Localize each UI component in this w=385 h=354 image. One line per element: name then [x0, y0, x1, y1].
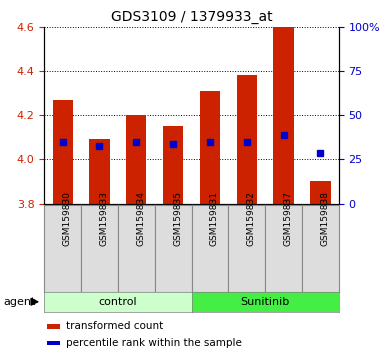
- Text: percentile rank within the sample: percentile rank within the sample: [66, 338, 242, 348]
- Bar: [273, 27, 294, 204]
- Text: GSM159833: GSM159833: [99, 191, 109, 246]
- Bar: [163, 126, 183, 204]
- Bar: [200, 91, 220, 204]
- Text: control: control: [99, 297, 137, 307]
- Text: transformed count: transformed count: [66, 321, 164, 331]
- Bar: [47, 341, 60, 345]
- Bar: [310, 182, 330, 204]
- Bar: [89, 139, 110, 204]
- Bar: [237, 75, 257, 204]
- Text: GSM159838: GSM159838: [320, 191, 330, 246]
- Text: GSM159830: GSM159830: [63, 191, 72, 246]
- Text: GSM159831: GSM159831: [210, 191, 219, 246]
- Text: GSM159832: GSM159832: [247, 191, 256, 246]
- Bar: [47, 324, 60, 329]
- Bar: [126, 115, 146, 204]
- Text: agent: agent: [3, 297, 36, 307]
- Title: GDS3109 / 1379933_at: GDS3109 / 1379933_at: [111, 10, 272, 24]
- Text: GSM159834: GSM159834: [136, 191, 145, 246]
- Bar: [53, 99, 73, 204]
- Text: Sunitinib: Sunitinib: [241, 297, 290, 307]
- Text: GSM159837: GSM159837: [284, 191, 293, 246]
- Text: GSM159835: GSM159835: [173, 191, 182, 246]
